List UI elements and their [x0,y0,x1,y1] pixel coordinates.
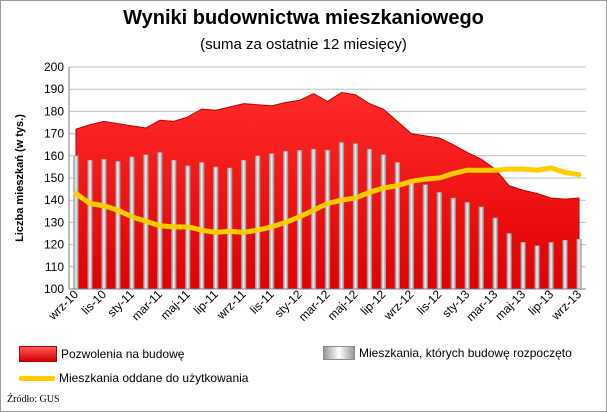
started-bar [129,156,135,290]
started-bar [338,142,345,290]
legend-swatch-completed [19,375,55,381]
started-bar [101,158,107,290]
legend-label-started: Mieszkania, których budowę rozpoczęto [359,346,572,360]
legend-swatch-permits [19,346,57,362]
x-tick-label: mar-11 [129,287,165,323]
started-bar [87,159,93,290]
y-tick-label: 170 [44,127,64,141]
started-bar [450,197,456,290]
started-bar [310,148,317,290]
started-bar [548,242,554,290]
started-bar [157,152,163,290]
y-tick-label: 150 [44,171,64,185]
completed-line [73,165,582,235]
x-tick-label: maj-12 [325,287,361,323]
started-bar [380,154,387,290]
source-note: Źródło: GUS [7,394,60,405]
legend-item-permits: Pozwolenia na budowę [19,346,184,362]
y-axis-label: Liczba mieszkań (w tys.) [14,114,26,242]
started-bar [436,192,442,290]
started-bar [366,148,373,290]
y-tick-label: 130 [44,215,64,229]
legend-item-completed: Mieszkania oddane do użytkowania [19,371,248,385]
started-bar [506,233,512,290]
legend-label-completed: Mieszkania oddane do użytkowania [59,371,249,385]
x-tick-label: mar-12 [296,287,333,324]
started-bar [478,206,484,290]
x-tick-label: lis-12 [414,287,444,317]
legend-label-permits: Pozwolenia na budowę [61,347,185,361]
y-tick-label: 160 [44,149,64,163]
started-bar [534,245,540,290]
started-bar [562,239,568,290]
started-bar [255,155,261,290]
x-tick-label: wrz-11 [213,287,249,323]
started-bar [115,161,121,290]
started-bar [352,143,359,290]
x-tick-label: lis-10 [79,287,109,317]
x-tick-label: maj-11 [158,287,193,322]
y-tick-label: 100 [44,282,64,296]
y-tick-label: 140 [44,193,64,207]
started-bar [520,242,526,290]
chart-subtitle: (suma za ostatnie 12 miesięcy) [200,36,407,53]
x-tick-label: wrz-13 [548,287,584,323]
y-tick-label: 180 [44,104,64,118]
started-bar [213,166,219,290]
started-bar [73,155,79,290]
legend-swatch-started [323,346,355,360]
started-bar [408,182,414,290]
started-bar [268,153,275,290]
y-tick-label: 120 [44,238,64,252]
started-bar [422,184,428,290]
y-tick-label: 190 [44,82,64,96]
started-bar [464,202,470,290]
y-tick-label: 200 [44,60,64,74]
chart-plot: 100110120130140150160170180190200wrz-10l… [14,60,586,324]
started-bar [492,217,498,290]
started-bar [241,159,247,290]
legend-item-started: Mieszkania, których budowę rozpoczęto [323,346,572,360]
started-bar [394,162,400,290]
started-bar [227,167,233,290]
x-tick-label: wrz-12 [380,287,416,323]
x-tick-label: maj-13 [492,287,528,323]
started-bar [576,238,582,290]
started-bar [199,162,205,290]
x-tick-label: mar-13 [464,287,501,324]
started-bar [324,150,331,290]
chart-title: Wyniki budownictwa mieszkaniowego [123,7,484,29]
y-tick-label: 110 [45,260,64,274]
